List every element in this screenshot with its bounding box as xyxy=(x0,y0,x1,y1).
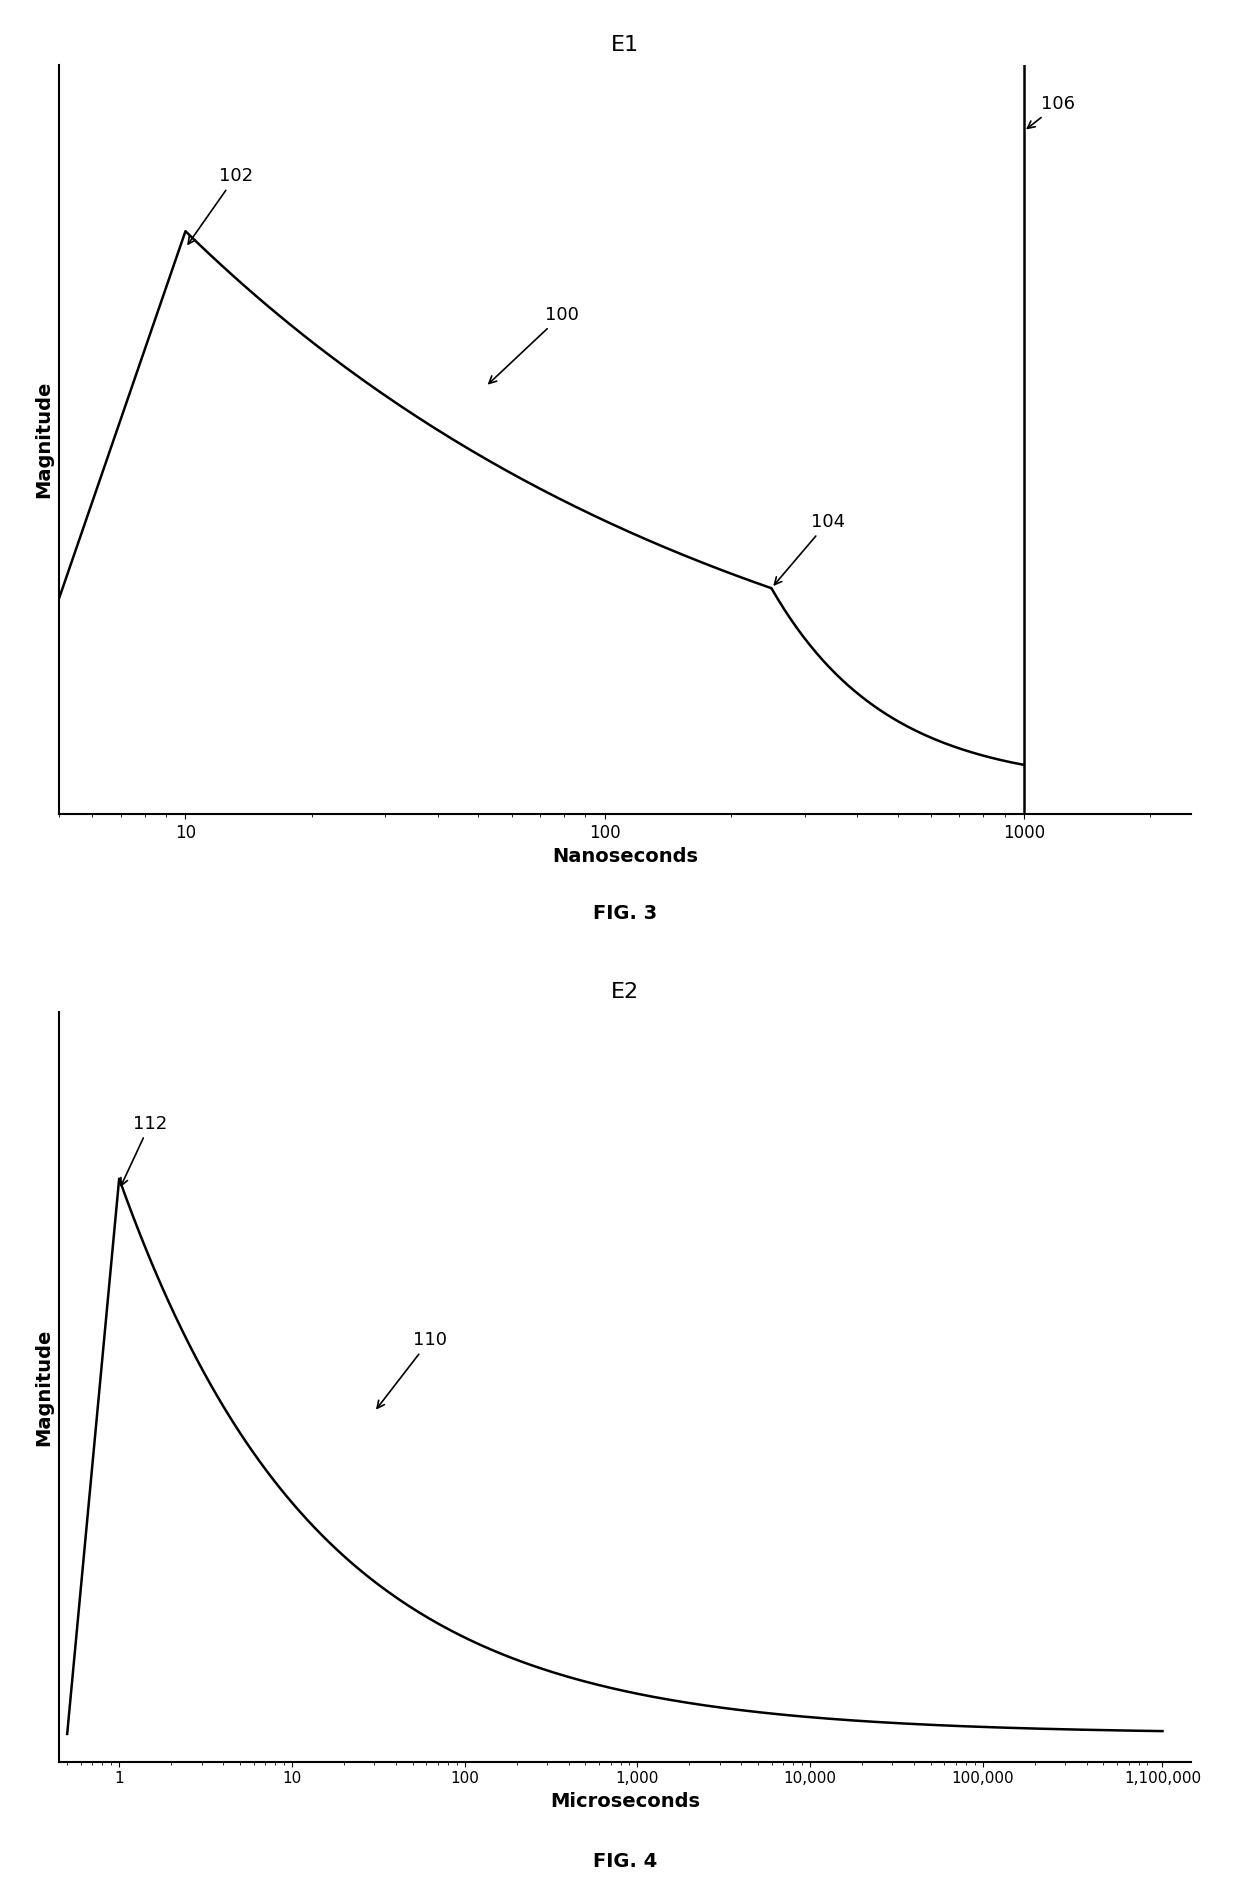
Text: 106: 106 xyxy=(1028,95,1075,129)
Text: 110: 110 xyxy=(377,1332,446,1408)
Text: 100: 100 xyxy=(489,305,579,383)
Text: FIG. 4: FIG. 4 xyxy=(593,1851,657,1870)
X-axis label: Microseconds: Microseconds xyxy=(549,1793,699,1812)
Text: 102: 102 xyxy=(188,167,253,244)
Text: FIG. 3: FIG. 3 xyxy=(593,904,657,923)
Text: 104: 104 xyxy=(775,514,844,586)
Title: E1: E1 xyxy=(611,34,639,55)
X-axis label: Nanoseconds: Nanoseconds xyxy=(552,847,698,866)
Y-axis label: Magnitude: Magnitude xyxy=(35,381,53,498)
Title: E2: E2 xyxy=(611,982,639,1002)
Text: 112: 112 xyxy=(122,1114,167,1186)
Y-axis label: Magnitude: Magnitude xyxy=(35,1328,53,1446)
